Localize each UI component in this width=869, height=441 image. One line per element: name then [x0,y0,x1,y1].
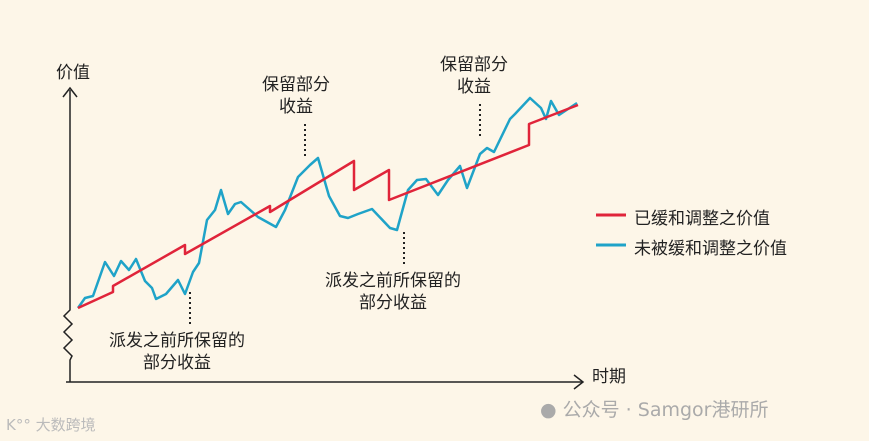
annotation-label: 派发之前所保留的 部分收益 [109,331,245,373]
legend-item-smoothed: 已缓和调整之价值 [634,209,770,229]
watermark-wechat: ● 公众号 · Samgor港研所 [540,399,769,421]
wechat-icon: ● [540,399,557,421]
y-axis-label: 价值 [56,63,90,83]
legend-item-unsmoothed: 未被缓和调整之价值 [634,239,787,259]
logo-icon: K°° [6,416,36,434]
annotation-label: 派发之前所保留的 部分收益 [325,271,461,313]
annotation-label: 保留部分 收益 [262,75,330,117]
y-axis [62,90,74,382]
x-axis-arrow [573,374,585,390]
y-axis-arrow [62,86,78,98]
x-axis-label: 时期 [592,367,626,387]
watermark-logo: K°° 大数跨境 [6,416,96,434]
series-smoothed [77,103,579,310]
series-unsmoothed [76,96,578,309]
annotation-label: 保留部分 收益 [440,55,508,97]
